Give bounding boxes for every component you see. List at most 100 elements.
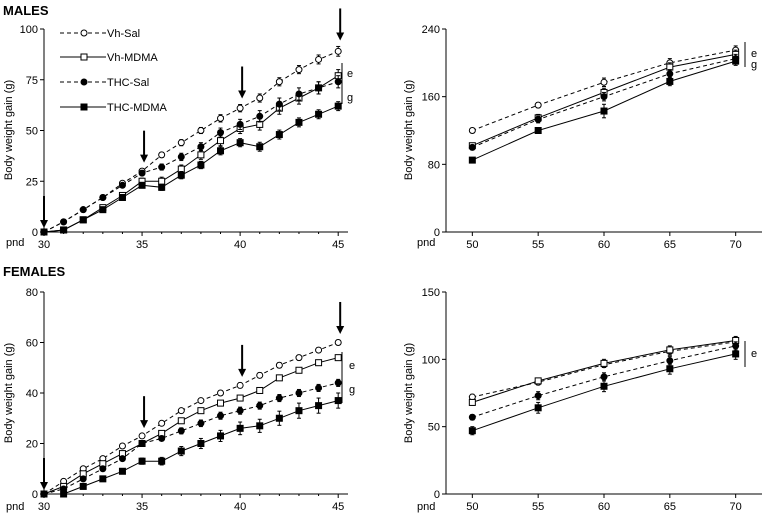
x-tick-label: 30 — [38, 501, 50, 513]
data-point — [334, 78, 342, 86]
data-point — [315, 84, 323, 92]
data-point — [275, 414, 283, 422]
data-point — [79, 482, 87, 490]
data-point — [60, 218, 68, 226]
series-thc-sal — [468, 53, 740, 151]
data-point — [256, 371, 264, 379]
y-tick-label: 80 — [428, 159, 440, 171]
data-point — [468, 398, 476, 406]
data-point — [158, 151, 166, 159]
series-line — [44, 400, 339, 495]
data-point — [236, 120, 244, 128]
series-line — [43, 342, 339, 495]
data-point — [236, 394, 244, 402]
data-point — [177, 153, 185, 161]
x-tick-label: 60 — [598, 501, 610, 513]
data-point — [217, 137, 225, 145]
x-tick-label: 45 — [332, 239, 344, 251]
data-point — [217, 389, 225, 397]
data-point — [177, 447, 185, 455]
legend-marker — [80, 29, 88, 37]
x-tick-label: 70 — [730, 501, 742, 513]
legend-marker — [80, 53, 88, 61]
significance-letter: e — [751, 48, 757, 60]
data-point — [40, 490, 48, 498]
series-line — [43, 105, 339, 233]
y-tick-label: 100 — [20, 24, 38, 36]
data-point — [600, 107, 608, 115]
x-axis-prefix-label: pnd — [417, 501, 435, 513]
data-point — [158, 457, 166, 465]
data-point — [666, 357, 674, 365]
y-axis-label: Body weight gain (g) — [403, 80, 415, 180]
data-point — [236, 407, 244, 415]
data-point — [236, 104, 244, 112]
significance-letter: e — [347, 68, 353, 80]
data-point — [666, 346, 674, 354]
series-thc-sal — [40, 378, 342, 498]
data-point — [315, 359, 323, 367]
data-point — [295, 66, 303, 74]
data-point — [666, 365, 674, 373]
females-section-title: FEMALES — [3, 264, 65, 279]
data-point — [118, 442, 126, 450]
data-point — [600, 78, 608, 86]
treatment-arrow-head — [140, 420, 149, 429]
data-point — [534, 377, 542, 385]
data-point — [118, 181, 126, 189]
data-point — [295, 90, 303, 98]
y-tick-label: 240 — [422, 24, 440, 36]
series-line — [43, 75, 339, 233]
data-point — [600, 93, 608, 101]
y-axis-label: Body weight gain (g) — [3, 343, 15, 443]
y-axis-label: Body weight gain (g) — [3, 80, 15, 180]
data-point — [275, 374, 283, 382]
data-point — [217, 114, 225, 122]
data-point — [197, 440, 205, 447]
data-point — [217, 432, 225, 440]
x-tick-label: 55 — [532, 239, 544, 251]
data-point — [197, 407, 205, 415]
x-axis-prefix-label: pnd — [6, 501, 24, 513]
treatment-arrow-head — [336, 325, 345, 334]
y-tick-label: 160 — [422, 92, 440, 104]
significance-letter: g — [751, 59, 757, 71]
x-tick-label: 35 — [136, 501, 148, 513]
x-tick-label: 40 — [234, 239, 246, 251]
data-point — [118, 455, 126, 463]
series-thc-sal — [40, 75, 342, 236]
y-tick-label: 60 — [26, 338, 38, 350]
x-tick-label: 65 — [664, 501, 676, 513]
series-line — [43, 50, 339, 233]
x-tick-label: 55 — [532, 501, 544, 513]
data-point — [40, 228, 48, 236]
legend-label: THC-Sal — [107, 77, 149, 89]
significance-letter: g — [347, 92, 353, 104]
data-point — [99, 465, 107, 473]
x-tick-label: 45 — [332, 501, 344, 513]
data-point — [138, 440, 146, 447]
data-point — [468, 413, 476, 421]
data-point — [534, 116, 542, 124]
x-tick-label: 50 — [466, 239, 478, 251]
y-tick-label: 80 — [26, 287, 38, 299]
data-point — [118, 193, 126, 201]
series-line — [43, 382, 339, 495]
data-point — [79, 475, 87, 483]
series-vh-sal — [40, 339, 342, 498]
legend-label: THC-MDMA — [107, 102, 168, 114]
y-tick-label: 0 — [32, 489, 38, 501]
treatment-arrow-head — [40, 220, 48, 228]
data-point — [197, 419, 205, 427]
chart-females-adolescent: 0 20 40 60 80 30 35 40 45 pnd Body weight gain (g)… — [3, 287, 355, 513]
data-point — [158, 177, 166, 185]
y-tick-label: 75 — [26, 75, 38, 87]
data-point — [256, 422, 264, 430]
data-point — [600, 359, 608, 367]
treatment-arrow-head — [238, 90, 247, 99]
data-point — [197, 397, 205, 405]
data-point — [275, 78, 283, 86]
data-point — [600, 382, 608, 390]
significance-letter: g — [349, 384, 355, 396]
